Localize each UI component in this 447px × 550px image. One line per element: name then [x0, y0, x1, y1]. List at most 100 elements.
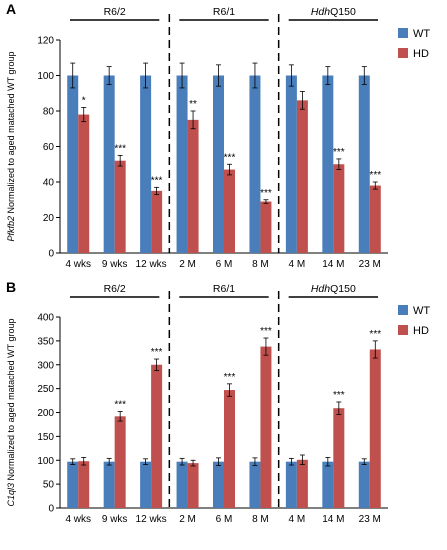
- y-axis-label-gene: Pfkfb2: [6, 216, 16, 242]
- y-tick-label: 0: [48, 504, 54, 515]
- group-label: R6/1: [213, 6, 235, 18]
- bar-hd: [187, 463, 199, 508]
- bar-wt: [285, 461, 297, 508]
- bar-wt: [67, 461, 79, 508]
- x-tick-label: 8 M: [252, 259, 269, 270]
- bar-wt: [322, 461, 334, 508]
- chart-panel-a: A 0 20 40 60 80 100 120 Pfkfb2 Normalized to age…: [6, 1, 430, 270]
- significance-label: ***: [114, 400, 126, 411]
- bar-hd: [187, 119, 199, 253]
- x-tick-label: 14 M: [322, 514, 344, 525]
- x-tick-label: 23 M: [359, 259, 381, 270]
- significance-label: ***: [333, 390, 345, 401]
- y-tick-label: 250: [37, 384, 54, 395]
- bar-hd: [224, 169, 235, 253]
- y-axis-label-text: Normalized to aged matached WT group: [6, 52, 16, 216]
- significance-label: ***: [369, 329, 381, 340]
- y-axis-label-text: Normalized to aged matached WT group: [6, 319, 16, 483]
- y-tick-label: 50: [43, 480, 55, 491]
- bar-hd: [260, 346, 272, 508]
- bar-hd: [369, 349, 381, 508]
- y-axis-label-gene: C1ql3: [6, 483, 16, 507]
- group-label: HdhQ150: [311, 6, 356, 18]
- bar-hd: [333, 408, 345, 508]
- bar-wt: [67, 75, 79, 253]
- legend-swatch-hd: [398, 325, 408, 335]
- significance-label: ***: [260, 326, 272, 337]
- bar-hd: [260, 201, 272, 253]
- x-tick-label: 6 M: [216, 259, 233, 270]
- bar-wt: [103, 461, 115, 508]
- significance-label: ***: [333, 147, 345, 158]
- chart-panel-b: B 0 50 100 150 200 250 300 350 400 C1ql3 Normalize…: [6, 279, 430, 525]
- bar-wt: [358, 75, 370, 253]
- x-tick-label: 8 M: [252, 514, 269, 525]
- x-tick-label: 23 M: [359, 514, 381, 525]
- bar-wt: [140, 75, 152, 253]
- bar-wt: [358, 461, 370, 508]
- significance-label: ***: [224, 152, 236, 163]
- y-tick-label: 20: [43, 213, 55, 224]
- x-tick-label: 6 M: [216, 514, 233, 525]
- y-tick-label: 100: [37, 456, 54, 467]
- bar-wt: [249, 461, 261, 508]
- x-tick-label: 4 wks: [65, 514, 91, 525]
- significance-label: ***: [224, 372, 236, 383]
- y-tick-label: 200: [37, 408, 54, 419]
- legend-swatch-wt: [398, 305, 408, 315]
- bar-wt: [176, 461, 188, 508]
- y-tick-label: 150: [37, 432, 54, 443]
- bar-wt: [213, 461, 224, 508]
- x-tick-label: 14 M: [322, 259, 344, 270]
- group-label: R6/2: [104, 283, 126, 295]
- significance-label: ***: [151, 175, 163, 186]
- panel-letter: A: [6, 1, 16, 17]
- x-tick-label: 2 M: [179, 514, 196, 525]
- group-label-text: R6/2: [104, 283, 126, 295]
- bar-wt: [322, 75, 334, 253]
- bar-wt: [176, 75, 188, 253]
- group-label: R6/2: [104, 6, 126, 18]
- legend-swatch-hd: [398, 48, 408, 58]
- bar-hd: [224, 390, 235, 508]
- legend-label-wt: WT: [413, 28, 430, 40]
- bar-hd: [78, 461, 90, 508]
- y-tick-label: 40: [43, 178, 55, 189]
- group-label-text: Q150: [330, 283, 356, 295]
- bar-wt: [213, 75, 224, 253]
- x-tick-label: 12 wks: [136, 514, 167, 525]
- bar-hd: [369, 185, 381, 253]
- group-label-text: R6/1: [213, 6, 235, 18]
- significance-label: **: [189, 99, 197, 110]
- bar-hd: [114, 416, 126, 508]
- y-tick-label: 0: [48, 249, 54, 260]
- y-tick-label: 350: [37, 336, 54, 347]
- bar-hd: [151, 190, 163, 253]
- bar-hd: [78, 114, 90, 253]
- y-tick-label: 120: [37, 36, 54, 47]
- bar-wt: [285, 75, 297, 253]
- x-tick-label: 4 wks: [65, 259, 91, 270]
- bar-hd: [296, 100, 308, 253]
- bar-wt: [249, 75, 261, 253]
- x-tick-label: 12 wks: [136, 259, 167, 270]
- significance-label: ***: [151, 347, 163, 358]
- y-tick-label: 400: [37, 313, 54, 324]
- x-tick-label: 2 M: [179, 259, 196, 270]
- group-label-text: R6/1: [213, 283, 235, 295]
- bar-wt: [140, 461, 152, 508]
- legend-label-hd: HD: [413, 48, 429, 60]
- y-tick-label: 100: [37, 71, 54, 82]
- group-label-text: R6/2: [104, 6, 126, 18]
- significance-label: ***: [114, 143, 126, 154]
- group-label-italic: Hdh: [311, 6, 330, 18]
- x-tick-label: 9 wks: [102, 259, 128, 270]
- y-axis-label: Pfkfb2 Normalized to aged matached WT gr…: [6, 52, 16, 242]
- x-tick-label: 9 wks: [102, 514, 128, 525]
- y-tick-label: 300: [37, 360, 54, 371]
- legend-label-wt: WT: [413, 305, 430, 317]
- significance-label: *: [82, 95, 86, 106]
- legend-label-hd: HD: [413, 325, 429, 337]
- bar-hd: [296, 459, 308, 508]
